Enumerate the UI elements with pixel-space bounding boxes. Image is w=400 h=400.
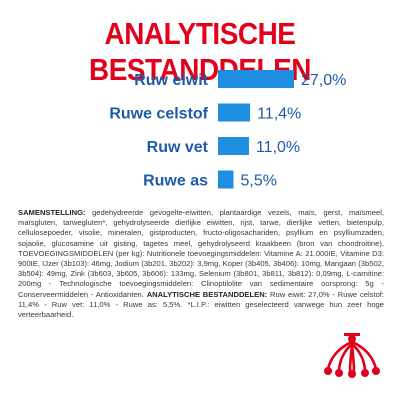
analysis-heading: ANALYTISCHE BESTANDDELEN: xyxy=(146,289,268,299)
bar-ruw-eiwit xyxy=(218,70,294,88)
bar-ruwe-as xyxy=(218,170,234,189)
page-title: ANALYTISCHE BESTANDDELEN xyxy=(89,16,311,87)
value-label: 27,0% xyxy=(301,72,346,89)
bar-ruwe-celstof xyxy=(218,103,251,122)
royal-canin-crown-icon xyxy=(324,333,380,378)
composition-text-block: SAMENSTELLING: gedehydreerde gevogelte-e… xyxy=(18,208,384,320)
category-label: Ruwe celstof xyxy=(109,106,208,123)
category-label: Ruw vet xyxy=(147,139,209,156)
analysis-body: Ruw eiwit: 27,0% - Ruwe celstof: 11,4% -… xyxy=(18,289,385,320)
nutrition-bar-chart: Ruw eiwit 27,0% Ruwe celstof 11,4% Ruw vet 11… xyxy=(109,70,346,190)
category-label: Ruw eiwit xyxy=(134,72,208,89)
bar-ruw-vet xyxy=(218,137,249,155)
value-label: 11,0% xyxy=(256,139,300,156)
composition-body: gedehydreerde gevogelte-eiwitten, planta… xyxy=(18,208,384,299)
value-label: 11,4% xyxy=(257,106,301,123)
category-label: Ruwe as xyxy=(143,173,208,190)
value-label: 5,5% xyxy=(240,173,276,190)
composition-heading: SAMENSTELLING: xyxy=(18,208,86,217)
